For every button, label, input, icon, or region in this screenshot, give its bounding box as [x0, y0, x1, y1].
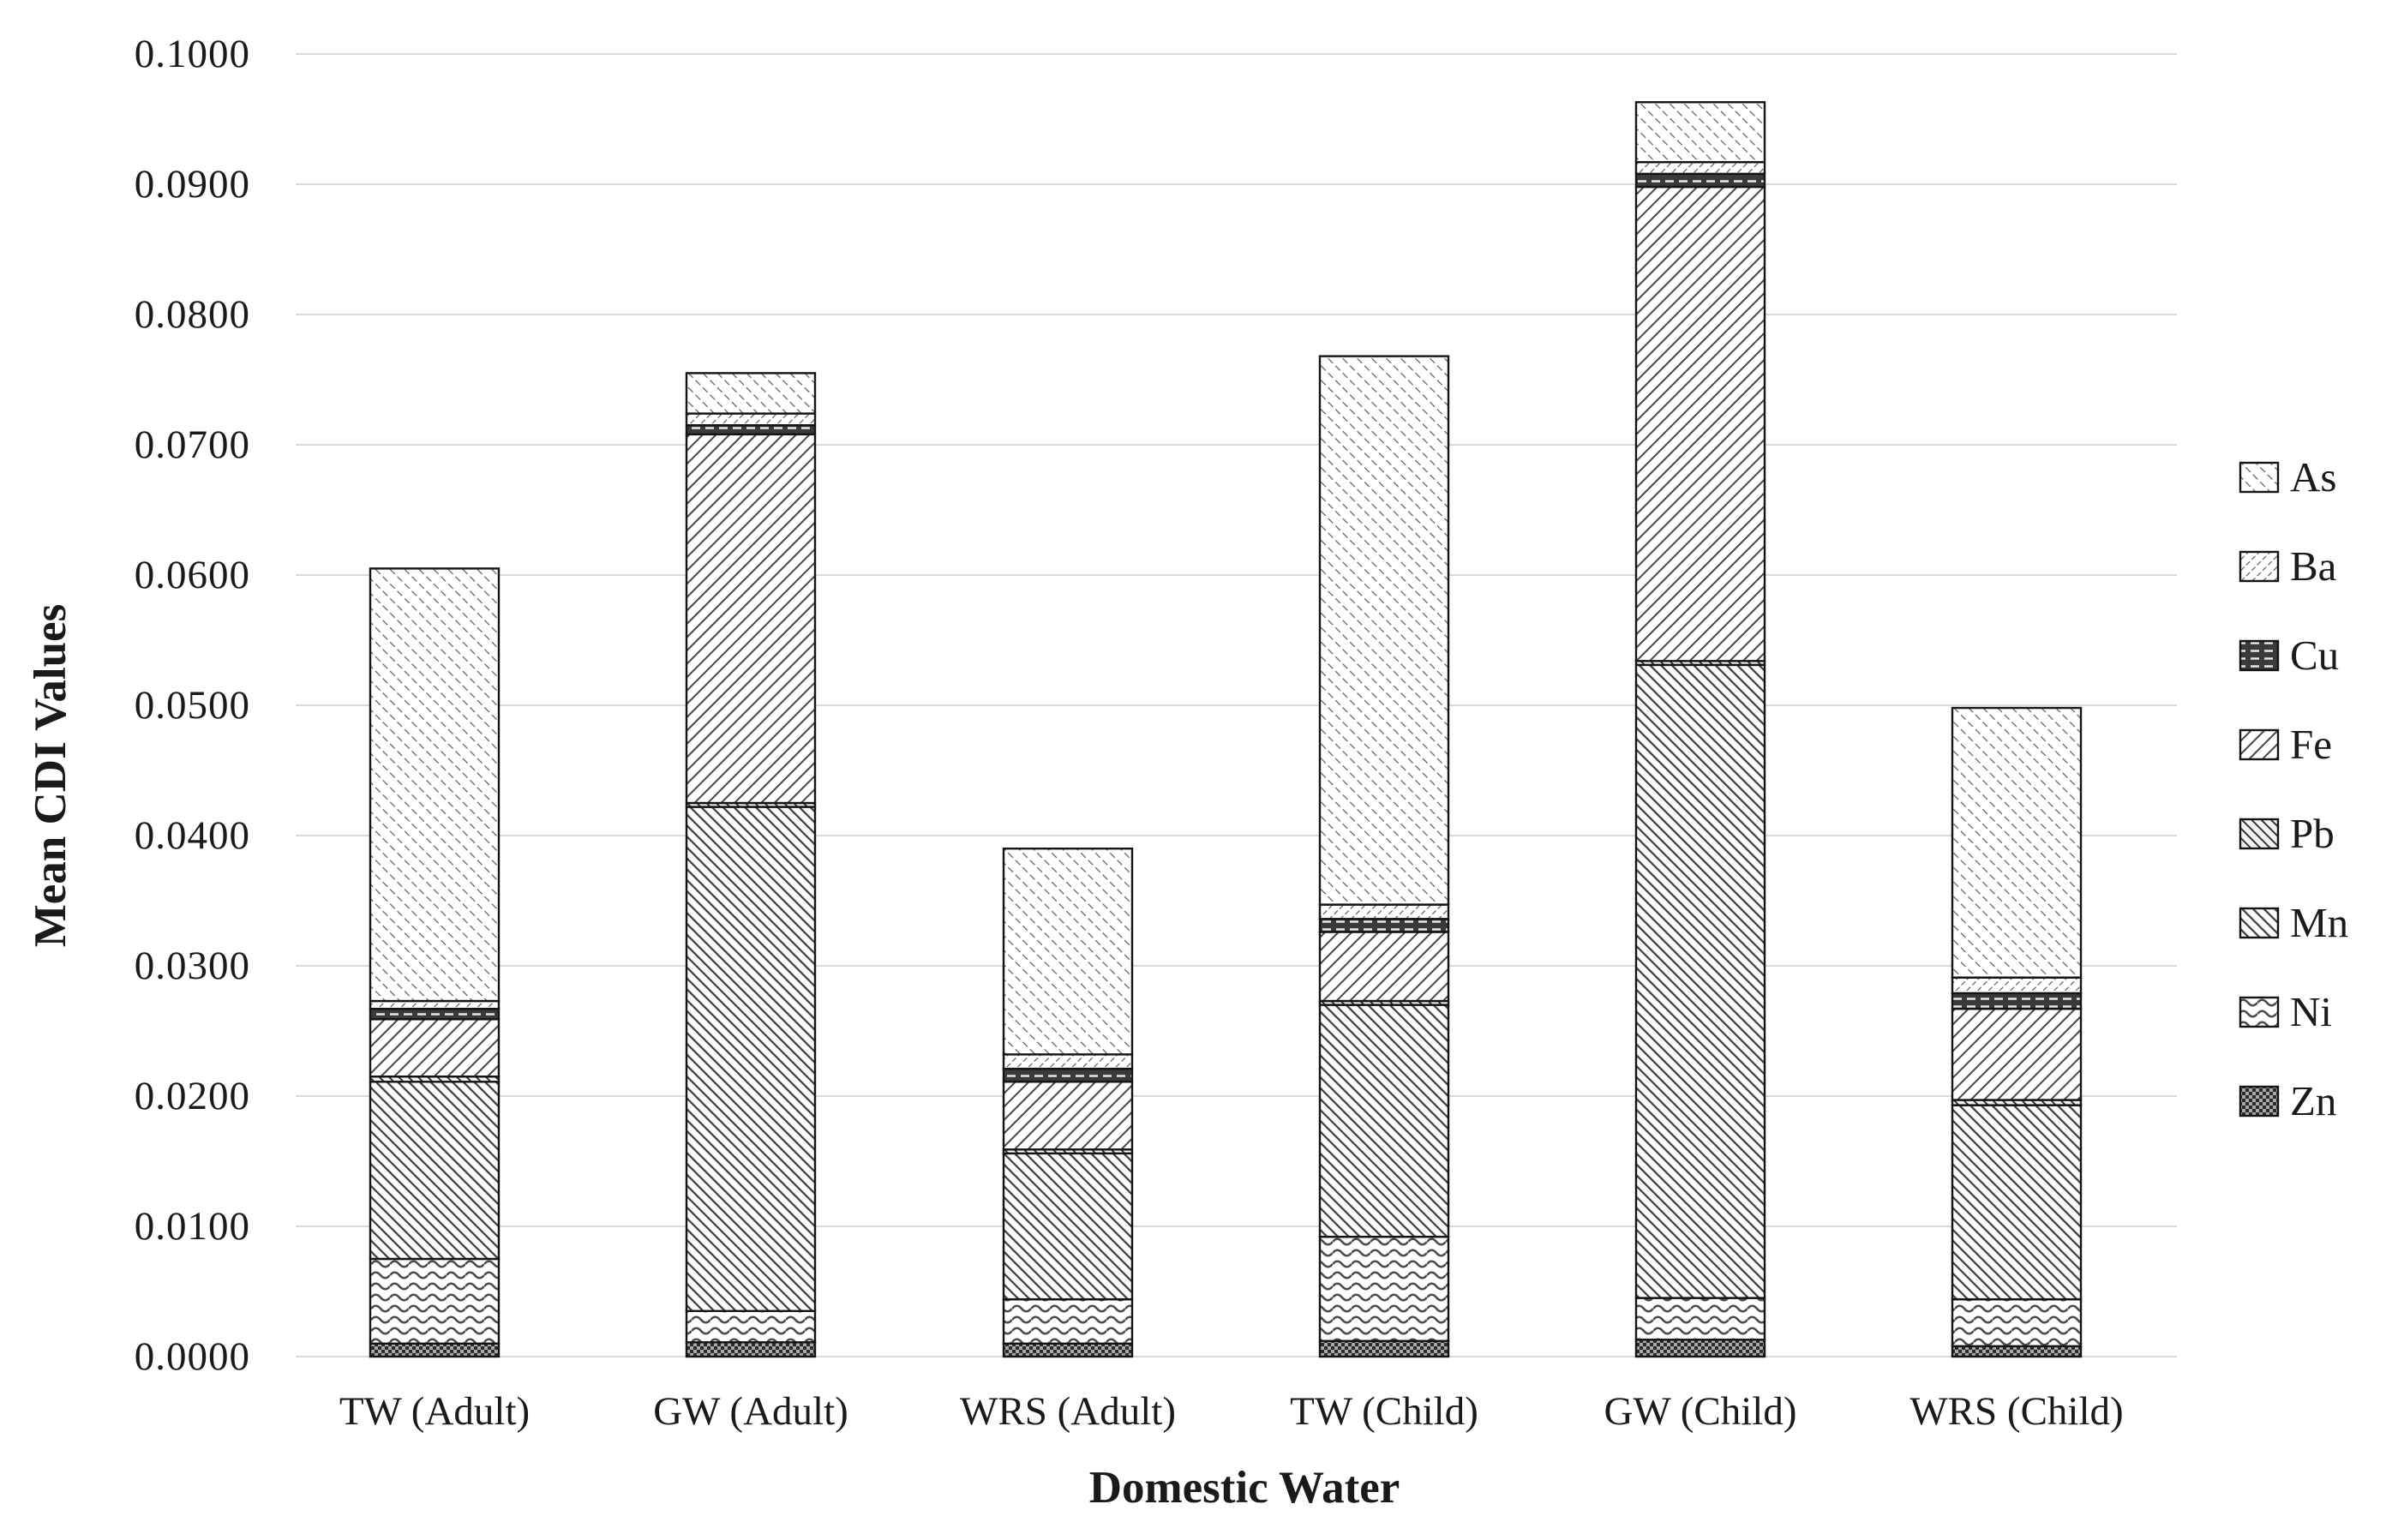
bar-segment-ni	[1634, 1297, 1766, 1341]
bar-segment-fe	[369, 1018, 501, 1078]
legend-item-as: As	[2239, 433, 2348, 522]
y-tick-label: 0.0300	[134, 944, 250, 988]
bar-segment-cu	[1318, 918, 1450, 933]
y-tick-label: 0.0500	[134, 683, 250, 728]
x-axis-title: Domestic Water	[1088, 1463, 1400, 1513]
bar-segment-ni	[1002, 1297, 1134, 1345]
stacked-bar-gw-child	[1634, 101, 1766, 1358]
legend-item-fe: Fe	[2239, 700, 2348, 789]
bar-segment-as	[685, 372, 817, 415]
legend-item-ni: Ni	[2239, 968, 2348, 1057]
legend-label: As	[2290, 453, 2337, 500]
bar-segment-mn	[1634, 663, 1766, 1299]
legend-label: Zn	[2290, 1077, 2337, 1124]
bar-segment-ni	[685, 1309, 817, 1344]
stacked-bar-wrs-adult	[1002, 848, 1134, 1358]
bar-segment-zn	[685, 1341, 817, 1358]
bar-segment-cu	[685, 424, 817, 436]
bar-segment-as	[1634, 101, 1766, 164]
legend-swatch-pb-pattern-icon	[2239, 818, 2280, 850]
bar-segment-ni	[1318, 1235, 1450, 1342]
y-tick-label: 0.0100	[134, 1204, 250, 1249]
bar-segment-fe	[1318, 931, 1450, 1003]
bar-segment-as	[1318, 355, 1450, 906]
legend-item-ba: Ba	[2239, 522, 2348, 611]
bar-segment-zn	[1318, 1339, 1450, 1358]
x-category-label: GW (Adult)	[653, 1389, 848, 1434]
y-axis-title-text: Mean CDI Values	[26, 603, 75, 948]
bar-segment-zn	[1634, 1339, 1766, 1358]
legend-label: Ba	[2290, 542, 2337, 590]
bar-segment-ni	[1951, 1297, 2083, 1348]
legend-swatch-cu-pattern-icon	[2239, 639, 2280, 672]
legend-label: Ni	[2290, 988, 2332, 1035]
bar-segment-ba	[369, 999, 501, 1010]
legend-swatch-fe-pattern-icon	[2239, 728, 2280, 761]
y-axis-title: Mean CDI Values	[25, 604, 76, 948]
y-tick-label: 0.1000	[134, 32, 250, 76]
bar-segment-fe	[685, 433, 817, 805]
bar-segment-cu	[1951, 992, 2083, 1010]
legend-item-pb: Pb	[2239, 789, 2348, 878]
bar-segment-fe	[1002, 1081, 1134, 1151]
plot-area	[296, 53, 2177, 1358]
bar-segment-as	[369, 567, 501, 1003]
bar-segment-ba	[1951, 976, 2083, 995]
x-category-label: GW (Child)	[1604, 1389, 1797, 1434]
bar-segment-mn	[1002, 1152, 1134, 1301]
bar-segment-zn	[369, 1342, 501, 1358]
bar-segment-cu	[1002, 1067, 1134, 1083]
bar-segment-mn	[1318, 1004, 1450, 1238]
legend-label: Pb	[2290, 810, 2335, 857]
legend-label: Cu	[2290, 632, 2340, 679]
legend-item-zn: Zn	[2239, 1057, 2348, 1146]
y-tick-label: 0.0700	[134, 422, 250, 467]
bar-segment-ba	[1002, 1053, 1134, 1070]
bar-segment-zn	[1002, 1342, 1134, 1358]
bar-segment-ba	[685, 412, 817, 427]
bar-segment-ba	[1634, 160, 1766, 176]
legend-label: Fe	[2290, 721, 2332, 768]
bar-segment-as	[1002, 848, 1134, 1056]
bar-segment-ni	[369, 1257, 501, 1345]
bar-segment-mn	[1951, 1104, 2083, 1301]
y-tick-label: 0.0900	[134, 162, 250, 207]
stacked-bar-tw-child	[1318, 355, 1450, 1358]
legend-swatch-ba-pattern-icon	[2239, 550, 2280, 583]
y-tick-label: 0.0200	[134, 1074, 250, 1118]
x-category-label: TW (Child)	[1290, 1389, 1478, 1434]
bar-segment-zn	[1951, 1345, 2083, 1358]
bar-segment-mn	[369, 1081, 501, 1261]
y-tick-label: 0.0400	[134, 813, 250, 858]
legend-item-cu: Cu	[2239, 611, 2348, 700]
legend-swatch-mn-pattern-icon	[2239, 907, 2280, 939]
bar-segment-ba	[1318, 903, 1450, 920]
bar-segment-mn	[685, 806, 817, 1312]
x-category-label: WRS (Child)	[1909, 1389, 2124, 1434]
y-tick-label: 0.0000	[134, 1334, 250, 1379]
legend-item-mn: Mn	[2239, 878, 2348, 968]
bar-segment-fe	[1634, 185, 1766, 662]
bar-segment-cu	[369, 1007, 501, 1021]
y-tick-label: 0.0600	[134, 553, 250, 597]
legend: As Ba Cu Fe Pb Mn Ni Zn	[2239, 433, 2348, 1146]
legend-swatch-as-pattern-icon	[2239, 461, 2280, 494]
bar-segment-fe	[1951, 1007, 2083, 1101]
stacked-bar-wrs-child	[1951, 706, 2083, 1358]
legend-label: Mn	[2290, 899, 2349, 946]
stacked-bar-tw-adult	[369, 567, 501, 1358]
x-category-label: WRS (Adult)	[960, 1389, 1176, 1434]
bar-segment-as	[1951, 706, 2083, 979]
x-category-label: TW (Adult)	[339, 1389, 531, 1434]
legend-swatch-ni-pattern-icon	[2239, 996, 2280, 1028]
stacked-bar-gw-adult	[685, 372, 817, 1358]
legend-swatch-zn-pattern-icon	[2239, 1085, 2280, 1118]
y-tick-label: 0.0800	[134, 292, 250, 337]
bar-segment-cu	[1634, 172, 1766, 189]
